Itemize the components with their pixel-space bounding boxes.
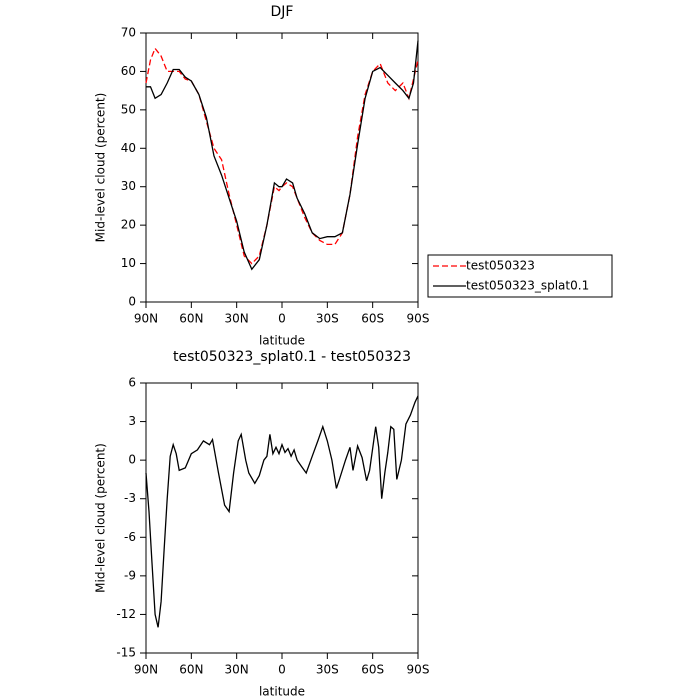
x-tick-label: 30S — [316, 312, 339, 326]
x-tick-label: 60S — [361, 312, 384, 326]
legend-box — [427, 254, 613, 298]
y-tick-label: 50 — [121, 102, 136, 116]
legend-label: test050323_splat0.1 — [466, 279, 589, 293]
y-tick-label: 3 — [128, 414, 136, 428]
y-axis-label: Mid-level cloud (percent) — [94, 443, 108, 593]
y-tick-label: -3 — [124, 491, 136, 505]
x-axis-label: latitude — [259, 334, 305, 348]
x-tick-label: 90N — [134, 312, 158, 326]
data-line — [145, 47, 419, 265]
x-tick-label: 0 — [278, 312, 286, 326]
x-tick-label: 60S — [361, 663, 384, 677]
y-tick-label: -6 — [124, 530, 136, 544]
chart-title: DJF — [271, 4, 294, 20]
y-tick-label: 10 — [121, 256, 136, 270]
y-tick-label: -15 — [116, 646, 136, 660]
y-tick-label: 6 — [128, 376, 136, 390]
y-tick-label: -12 — [116, 607, 136, 621]
chart-title: test050323_splat0.1 - test050323 — [173, 349, 411, 365]
x-tick-label: 90S — [407, 312, 430, 326]
x-tick-label: 60N — [179, 312, 203, 326]
x-tick-label: 30S — [316, 663, 339, 677]
y-tick-label: 0 — [128, 453, 136, 467]
x-tick-label: 90S — [407, 663, 430, 677]
y-tick-label: 20 — [121, 218, 136, 232]
y-tick-label: -9 — [124, 568, 136, 582]
y-tick-label: 60 — [121, 64, 136, 78]
x-tick-label: 0 — [278, 663, 286, 677]
data-line — [145, 395, 419, 628]
x-tick-label: 60N — [179, 663, 203, 677]
y-tick-label: 30 — [121, 179, 136, 193]
y-axis-label: Mid-level cloud (percent) — [94, 93, 108, 243]
x-tick-label: 30N — [225, 312, 249, 326]
y-tick-label: 40 — [121, 141, 136, 155]
y-tick-label: 0 — [128, 295, 136, 309]
x-axis-label: latitude — [259, 685, 305, 699]
x-tick-label: 30N — [225, 663, 249, 677]
plot-frame — [145, 382, 419, 654]
y-tick-label: 70 — [121, 26, 136, 40]
legend-label: test050323 — [466, 259, 535, 273]
x-tick-label: 90N — [134, 663, 158, 677]
plot-frame — [145, 32, 419, 303]
data-line — [146, 40, 419, 271]
